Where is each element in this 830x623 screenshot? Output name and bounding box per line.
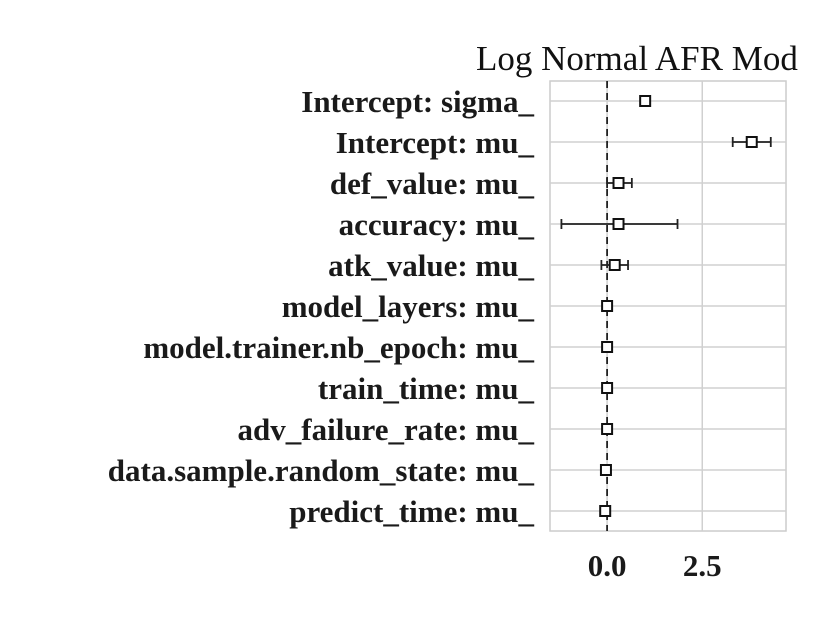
y-tick-label: def_value: mu_ xyxy=(330,166,535,201)
x-tick-label: 2.5 xyxy=(683,548,722,583)
chart-title: Log Normal AFR Mod xyxy=(476,39,798,78)
y-tick-label: Intercept: mu_ xyxy=(336,125,535,160)
y-tick-label: predict_time: mu_ xyxy=(289,494,534,529)
point-marker xyxy=(639,95,652,107)
y-tick-label: model_layers: mu_ xyxy=(282,289,535,324)
point-marker xyxy=(612,177,625,189)
point-marker xyxy=(601,300,614,312)
x-tick-labels: 0.0 2.5 xyxy=(588,548,722,583)
y-tick-label: model.trainer.nb_epoch: mu_ xyxy=(143,330,534,365)
point-marker xyxy=(599,464,612,476)
grid xyxy=(550,81,786,531)
point-marker xyxy=(601,382,614,394)
y-tick-label: data.sample.random_state: mu_ xyxy=(108,453,535,488)
data-marks xyxy=(560,95,772,517)
point-marker xyxy=(601,423,614,435)
y-tick-label: accuracy: mu_ xyxy=(339,207,535,242)
point-marker xyxy=(599,505,612,517)
y-tick-label: Intercept: sigma_ xyxy=(301,84,534,119)
y-tick-label: atk_value: mu_ xyxy=(328,248,534,283)
y-tick-label: adv_failure_rate: mu_ xyxy=(238,412,535,447)
point-marker xyxy=(745,136,758,148)
point-marker xyxy=(612,218,625,230)
point-marker xyxy=(608,259,621,271)
point-marker xyxy=(601,341,614,353)
y-tick-label: train_time: mu_ xyxy=(318,371,535,406)
x-tick-label: 0.0 xyxy=(588,548,627,583)
y-tick-labels: Intercept: sigma_ Intercept: mu_ def_value… xyxy=(108,84,535,529)
